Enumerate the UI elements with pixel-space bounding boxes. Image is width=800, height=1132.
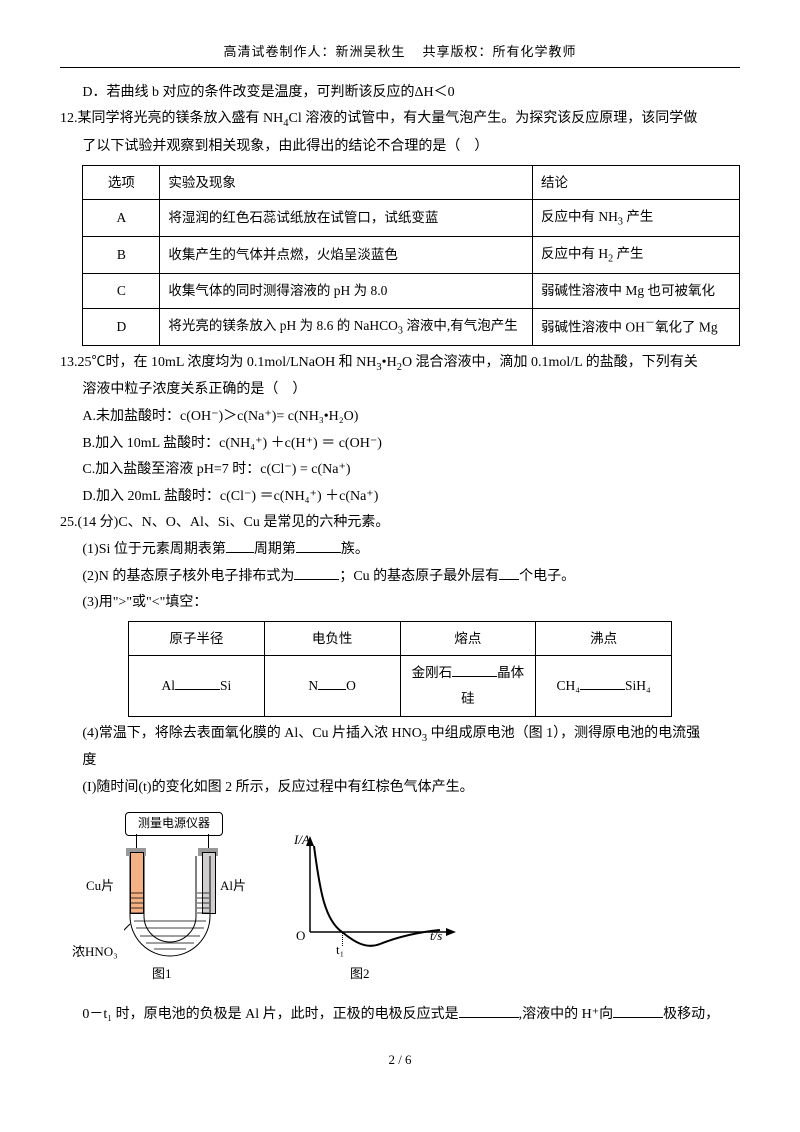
q12: 12.某同学将光亮的镁条放入盛有 NH4Cl 溶液的试管中，有大量气泡产生。为探… [60, 106, 740, 349]
hno3-label: 浓HNO₃ [72, 940, 118, 965]
q13-D: D.加入 20mL 盐酸时：c(Cl⁻) ＝c(NH₄⁺) ＋c(Na⁺) [60, 484, 740, 511]
q12-stem-2: 了以下试验并观察到相关现象，由此得出的结论不合理的是（ ） [60, 134, 740, 161]
q12-rB-k: B [83, 237, 160, 274]
y-axis-label: I/A [294, 828, 310, 853]
cmp-c4: CH₄SiH₄ [536, 656, 672, 716]
q12-rB-con: 反应中有 H2 产生 [533, 237, 740, 274]
q25-p3: (3)用">"或"<"填空： [60, 590, 740, 617]
t1-label: t₁ [336, 938, 344, 963]
origin-label: O [296, 924, 305, 949]
q25-pI: (I)随时间(t)的变化如图 2 所示，反应过程中有红棕色气体产生。 [60, 775, 740, 802]
q25: 25.(14 分)C、N、O、Al、Si、Cu 是常见的六种元素。 (1)Si … [60, 510, 740, 1028]
cu-label: Cu片 [86, 874, 114, 899]
header-left: 高清试卷制作人：新洲吴秋生 [223, 44, 405, 59]
x-axis-label: t/s [430, 924, 442, 949]
q12-rA-k: A [83, 200, 160, 237]
q12-rD-exp: 将光亮的镁条放入 pH 为 8.6 的 NaHCO3 溶液中,有气泡产生 [160, 308, 533, 345]
q13-A: A.未加盐酸时：c(OH⁻)＞c(Na⁺)= c(NH₃•H₂O) [60, 404, 740, 431]
q12-rD-k: D [83, 308, 160, 345]
cmp-c2: NO [264, 656, 400, 716]
page-header: 高清试卷制作人：新洲吴秋生 共享版权：所有化学教师 [60, 40, 740, 65]
q12-h2: 实验及现象 [160, 165, 533, 200]
meter-box: 测量电源仪器 [125, 812, 223, 836]
q25-cmp-table: 原子半径 电负性 熔点 沸点 AlSi NO 金刚石晶体硅 CH₄SiH₄ [128, 621, 672, 717]
cmp-h3: 熔点 [400, 621, 536, 656]
fig1-caption: 图1 [152, 962, 172, 987]
q12-table: 选项 实验及现象 结论 A 将湿润的红色石蕊试纸放在试管口，试纸变蓝 反应中有 … [82, 165, 740, 346]
q12-rA-con: 反应中有 NH3 产生 [533, 200, 740, 237]
page-footer: 2 / 6 [60, 1048, 740, 1073]
cmp-h2: 电负性 [264, 621, 400, 656]
q13-B: B.加入 10mL 盐酸时：c(NH₄⁺) ＋c(H⁺) ＝ c(OH⁻) [60, 431, 740, 458]
q12-h3: 结论 [533, 165, 740, 200]
cmp-h1: 原子半径 [129, 621, 265, 656]
q25-last: 0－t₁ 时，原电池的负极是 Al 片，此时，正极的电极反应式是,溶液中的 H⁺… [60, 1002, 740, 1029]
q25-p4-2: 度 [60, 748, 740, 775]
q25-p4-1: (4)常温下，将除去表面氧化膜的 Al、Cu 片插入浓 HNO3 中组成原电池（… [60, 721, 740, 749]
q12-rC-k: C [83, 274, 160, 309]
q13: 13.25℃时，在 10mL 浓度均为 0.1mol/LNaOH 和 NH3•H… [60, 350, 740, 511]
q11-opt-d: D．若曲线 b 对应的条件改变是温度，可判断该反应的ΔH＜0 [60, 80, 740, 107]
cmp-c1: AlSi [129, 656, 265, 716]
q13-stem-1: 13.25℃时，在 10mL 浓度均为 0.1mol/LNaOH 和 NH3•H… [60, 350, 740, 378]
q25-stem: 25.(14 分)C、N、O、Al、Si、Cu 是常见的六种元素。 [60, 510, 740, 537]
header-rule [60, 67, 740, 68]
q12-rD-con: 弱碱性溶液中 OH－氧化了 Mg [533, 308, 740, 345]
figure-2: I/A O t/s t₁ 图2 [280, 832, 460, 982]
q25-p1: (1)Si 位于元素周期表第周期第族。 [60, 537, 740, 564]
q12-stem-1: 12.某同学将光亮的镁条放入盛有 NH4Cl 溶液的试管中，有大量气泡产生。为探… [60, 106, 740, 134]
header-right: 共享版权：所有化学教师 [423, 44, 577, 59]
q12-h1: 选项 [83, 165, 160, 200]
figures: 测量电源仪器 Cu片 Al片 浓HNO₃ 图1 [90, 812, 740, 982]
cmp-h4: 沸点 [536, 621, 672, 656]
q13-C: C.加入盐酸至溶液 pH=7 时：c(Cl⁻) = c(Na⁺) [60, 457, 740, 484]
u-tube [124, 856, 224, 966]
q12-rB-exp: 收集产生的气体并点燃，火焰呈淡蓝色 [160, 237, 533, 274]
fig2-caption: 图2 [350, 962, 370, 987]
al-label: Al片 [220, 874, 246, 899]
figure-1: 测量电源仪器 Cu片 Al片 浓HNO₃ 图1 [90, 812, 250, 982]
q25-p2: (2)N 的基态原子核外电子排布式为；Cu 的基态原子最外层有个电子。 [60, 564, 740, 591]
q12-rC-exp: 收集气体的同时测得溶液的 pH 为 8.0 [160, 274, 533, 309]
cmp-c3: 金刚石晶体硅 [400, 656, 536, 716]
q13-stem-2: 溶液中粒子浓度关系正确的是（ ） [60, 377, 740, 404]
q12-rA-exp: 将湿润的红色石蕊试纸放在试管口，试纸变蓝 [160, 200, 533, 237]
q12-rC-con: 弱碱性溶液中 Mg 也可被氧化 [533, 274, 740, 309]
